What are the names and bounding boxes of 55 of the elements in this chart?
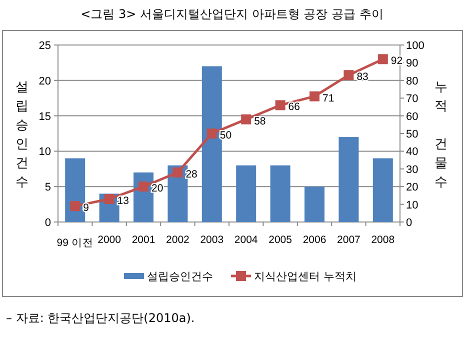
point [206,128,217,138]
legend-label: 지식산업센터 누적치 [254,270,356,283]
y2-tick-label: 40 [406,146,418,158]
point [310,91,320,102]
y2-tick-label: 80 [406,75,418,88]
y-tick-label: 20 [38,75,51,88]
data-label: 66 [288,101,300,114]
bar [236,165,256,222]
x-tick-label: 2007 [337,234,361,246]
x-tick-label: 2008 [371,234,395,246]
point [241,114,252,124]
legend-label: 설립승인건수 [147,270,213,283]
y-axis-title: 설립승인건수 [16,80,28,190]
point [378,54,388,64]
bar [372,158,393,222]
y2-tick-label: 90 [406,58,418,70]
point [275,100,286,110]
point [70,201,80,212]
data-label: 71 [322,92,334,104]
bar [270,165,290,222]
data-label: 92 [390,55,403,68]
x-tick-label: 2005 [268,234,292,246]
point [344,70,354,80]
data-label: 83 [356,71,369,84]
y2-tick-label: 30 [406,164,418,176]
y-tick-label: 5 [44,182,51,194]
bar [65,158,86,222]
y2-tick-label: 60 [406,110,418,123]
x-tick-label: 2001 [132,234,156,246]
y2-tick-label: 10 [406,199,418,212]
y2-tick-label: 0 [406,217,412,229]
data-label: 58 [254,115,266,128]
y2-tick-label: 50 [406,128,418,140]
bar [338,137,359,222]
x-tick-label: 99 이전 [56,237,94,249]
text: – 자료: 한국산업단지공단(2010a). [6,311,195,325]
x-tick-label: 2006 [302,234,326,246]
x-tick-label: 2003 [200,234,224,246]
point [138,182,148,192]
point [172,167,183,178]
y-tick-label: 10 [38,146,51,158]
x-tick-label: 2000 [98,234,122,246]
bar [202,66,222,222]
y-tick-label: 0 [44,217,51,229]
y2-tick-label: 70 [406,93,418,106]
y2-tick-label: 20 [406,182,418,194]
x-tick-label: 2002 [166,234,190,246]
point [104,194,114,204]
x-tick-label: 2004 [234,234,258,246]
text: 누적 건물수 [434,80,448,190]
y2-tick-label: 100 [406,40,424,52]
bar [304,186,324,222]
y-tick-label: 25 [38,40,51,52]
y-tick-label: 15 [38,110,51,123]
chart-title: <그림 3> 서울디지털산업단지 아파트형 공장 공급 추이 [80,7,384,21]
